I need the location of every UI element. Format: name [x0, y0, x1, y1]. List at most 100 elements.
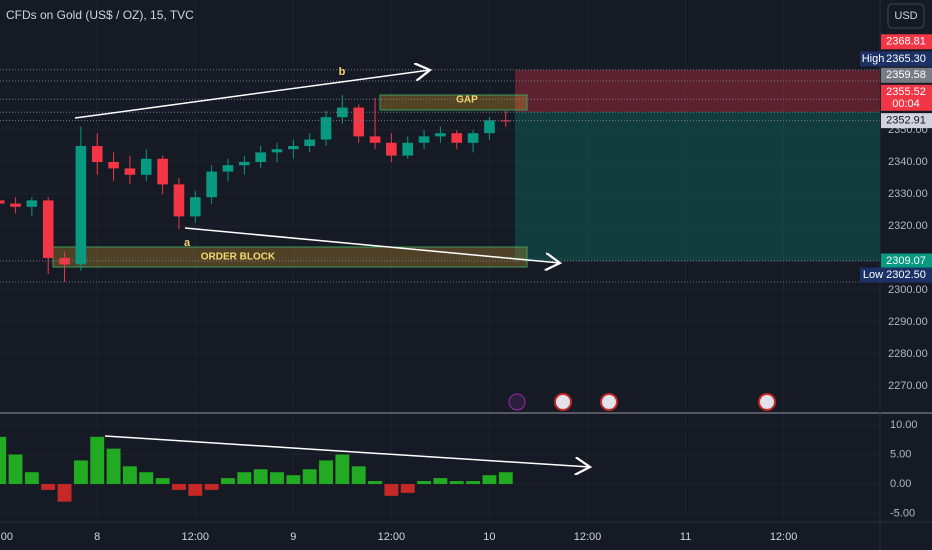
price-badge-label: 2352.91: [886, 115, 926, 127]
price-badge: [881, 84, 932, 111]
histogram-bar: [155, 478, 170, 485]
histogram-bar: [41, 484, 56, 490]
event-icon[interactable]: [600, 393, 618, 411]
histogram-bar: [466, 481, 481, 485]
annotation: b: [339, 66, 346, 78]
candle-body: [91, 145, 103, 162]
annotation: a: [184, 237, 191, 249]
gap-zone: [379, 94, 528, 111]
histogram-bar: [482, 475, 497, 485]
candle-body: [484, 120, 495, 134]
price-badge-label: 2355.52: [886, 86, 926, 98]
price-badge: [881, 113, 932, 129]
histogram-bar: [319, 460, 333, 485]
x-tick-label: 8: [94, 531, 100, 543]
histogram-bar: [302, 469, 317, 485]
histogram-bar: [351, 466, 366, 485]
histogram-bar: [433, 478, 448, 485]
trend-line: [104, 435, 590, 467]
y-tick-label: 2300.00: [888, 284, 928, 296]
candle-body: [353, 107, 365, 137]
histogram-bar: [90, 436, 105, 485]
x-tick-label: 12:00: [574, 531, 602, 543]
annotation: ORDER BLOCK: [201, 252, 276, 263]
candle-body: [304, 139, 315, 146]
candle-body: [26, 200, 38, 207]
histogram-bar: [384, 484, 399, 496]
event-icon[interactable]: [758, 393, 776, 411]
x-tick-label: 12:00: [770, 531, 798, 543]
plot: [0, 69, 880, 502]
histogram-bar: [73, 460, 88, 485]
axes: 12:00 8 12:00 9 12:00 10 12:00 11 12:00 2270.00 22…: [0, 124, 928, 543]
histogram-bar: [106, 448, 121, 485]
price-badge: [881, 34, 932, 50]
candle-body: [124, 168, 136, 175]
candle-body: [271, 149, 283, 153]
histogram-bar: [221, 478, 235, 485]
x-tick-label: 10: [483, 531, 495, 543]
histogram-bar: [171, 484, 186, 490]
candle-body: [10, 203, 21, 207]
price-badge-label: 2309.07: [886, 255, 926, 267]
histogram-bar: [139, 472, 154, 485]
event-icon[interactable]: [508, 393, 526, 411]
annotation: GAP: [456, 95, 478, 106]
histogram-bar: [368, 481, 382, 485]
candle-body: [75, 145, 87, 265]
x-tick-label: 12:00: [0, 531, 13, 543]
histogram-bar: [57, 484, 72, 502]
candle-body: [467, 133, 479, 143]
histogram-bar: [335, 454, 350, 485]
candle-body: [418, 136, 430, 143]
event-icon[interactable]: [554, 393, 572, 411]
candle-body: [59, 258, 70, 265]
histogram-bar: [122, 466, 137, 485]
currency-label: USD: [894, 10, 917, 22]
y-tick-label: 2280.00: [888, 348, 928, 360]
event-icons: [508, 393, 776, 411]
symbol-title: CFDs on Gold (US$ / OZ), 15, TVC: [6, 8, 194, 22]
y-tick-label: 5.00: [890, 448, 911, 460]
currency-button[interactable]: [887, 3, 925, 29]
price-badge: [881, 253, 932, 269]
histogram-bar: [270, 472, 284, 485]
grid: [0, 0, 880, 522]
candle-body: [173, 184, 185, 217]
candle-body: [320, 117, 332, 140]
x-tick-label: 12:00: [378, 531, 406, 543]
histogram-bar: [449, 481, 464, 485]
y-tick-label: 2270.00: [888, 380, 928, 392]
candle-body: [0, 200, 5, 204]
candle-body: [222, 165, 234, 172]
candle-body: [206, 171, 217, 198]
histogram-bar: [8, 454, 23, 485]
candle-body: [108, 161, 119, 169]
candle-body: [189, 197, 201, 217]
y-tick-label: -5.00: [890, 507, 915, 519]
candle-body: [157, 158, 168, 185]
candle-body: [140, 158, 152, 175]
price-tag: High: [862, 53, 885, 65]
candle-body: [386, 142, 397, 156]
candle-body: [402, 142, 414, 156]
y-tick-label: 2340.00: [888, 156, 928, 168]
candle-body: [369, 136, 381, 143]
histogram-bar: [24, 472, 39, 485]
candle-body: [435, 133, 446, 137]
price-badge-label: 2365.30: [886, 53, 926, 65]
y-tick-label: 2330.00: [888, 188, 928, 200]
stop-zone: [515, 70, 880, 112]
price-tag-box: [860, 267, 886, 283]
price-badge: [881, 267, 932, 283]
x-tick-label: 9: [290, 531, 296, 543]
y-tick-label: 0.00: [890, 478, 911, 490]
countdown: 00:04: [892, 98, 920, 110]
x-tick-label: 11: [680, 531, 691, 543]
trend-line: [74, 70, 430, 119]
trend-line: [184, 227, 560, 263]
